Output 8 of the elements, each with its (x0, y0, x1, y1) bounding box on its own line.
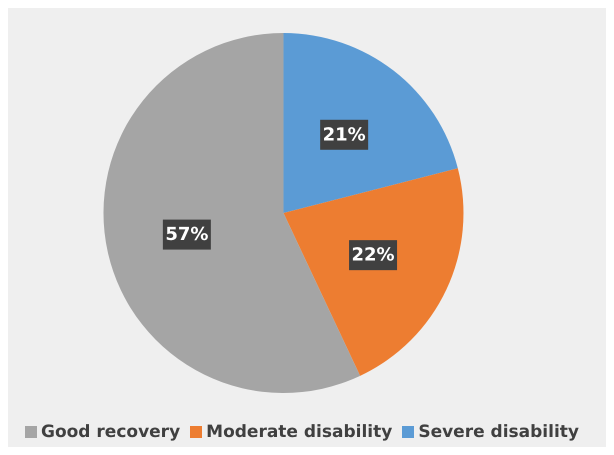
data-label: 21% (322, 124, 366, 146)
data-label: 57% (165, 224, 208, 246)
data-label: 22% (352, 244, 395, 266)
legend-label: Good recovery (41, 422, 180, 442)
legend-label: Severe disability (418, 422, 579, 442)
legend-label: Moderate disability (206, 422, 392, 442)
pie-slice (283, 33, 458, 213)
pie-slice (283, 168, 464, 376)
